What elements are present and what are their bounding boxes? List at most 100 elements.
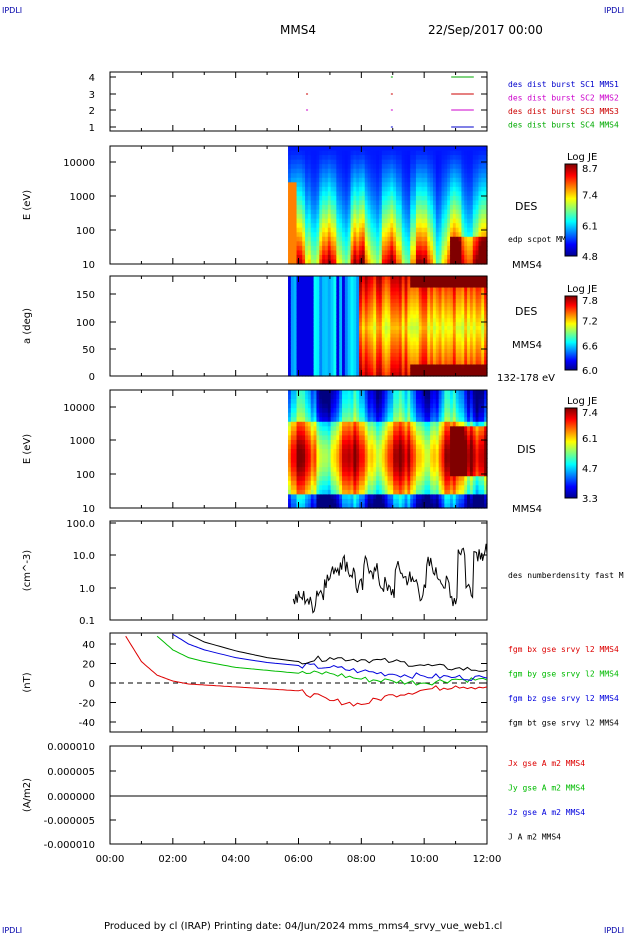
spectrogram-cell — [410, 503, 414, 509]
spectrogram-cell — [373, 214, 377, 220]
spectrogram-cell — [478, 245, 482, 251]
panel-label: DES — [515, 200, 537, 213]
spectrogram-cell — [421, 164, 426, 170]
spectrogram-cell — [302, 498, 306, 505]
spectrogram-cell — [316, 177, 320, 183]
spectrogram-cell — [378, 200, 383, 206]
spectrogram-cell — [356, 408, 360, 414]
spectrogram-cell — [370, 333, 374, 339]
spectrogram-cell — [404, 276, 409, 281]
spectrogram-cell — [367, 306, 372, 312]
spectrogram-cell — [293, 254, 298, 261]
spectrogram-cell — [407, 349, 411, 354]
spectrogram-cell — [424, 345, 428, 350]
spectrogram-cell — [296, 485, 300, 491]
spectrogram-cell — [398, 360, 403, 366]
spectrogram-cell — [401, 458, 406, 464]
spectrogram-cell — [407, 223, 411, 229]
spectrogram-cell — [464, 322, 468, 327]
spectrogram-cell — [415, 236, 420, 242]
spectrogram-cell — [327, 283, 332, 289]
spectrogram-cell — [336, 146, 340, 152]
spectrogram-cell — [307, 214, 312, 220]
spectrogram-cell — [336, 168, 340, 174]
spectrogram-cell — [393, 146, 397, 152]
spectrogram-cell — [390, 467, 394, 473]
spectrogram-cell — [469, 276, 474, 281]
spectrogram-cell — [484, 287, 488, 292]
spectrogram-cell — [472, 356, 477, 362]
spectrogram-cell — [384, 232, 389, 238]
spectrogram-cell — [469, 250, 474, 256]
spectrogram-cell — [387, 349, 391, 354]
spectrogram-cell — [435, 150, 440, 156]
spectrogram-cell — [350, 259, 355, 265]
spectrogram-cell — [296, 345, 300, 350]
spectrogram-cell — [299, 302, 303, 308]
spectrogram-cell — [418, 236, 423, 242]
spectrogram-cell — [302, 150, 306, 156]
spectrogram-cell — [336, 326, 340, 331]
spectrogram-cell — [387, 372, 391, 377]
spectrogram-cell — [324, 403, 329, 409]
spectrogram-cell — [322, 476, 326, 482]
spectrogram-cell — [302, 241, 306, 247]
spectrogram-cell — [467, 349, 471, 354]
spectrogram-cell — [407, 236, 411, 242]
spectrogram-cell — [396, 439, 400, 446]
spectrogram-cell — [364, 232, 369, 238]
colorbar-title: Log JE — [567, 152, 597, 163]
spectrogram-cell — [313, 399, 318, 405]
spectrogram-cell — [299, 372, 303, 377]
spectrogram-cell — [364, 259, 369, 265]
panel-bottom-label: MMS4 — [512, 260, 542, 271]
spectrogram-cell — [461, 232, 465, 238]
spectrogram-cell — [330, 498, 335, 505]
spectrogram-cell — [381, 259, 386, 265]
spectrogram-cell — [384, 326, 389, 331]
spectrogram-cell — [407, 394, 411, 400]
spectrogram-cell — [319, 368, 323, 373]
spectrogram-cell — [322, 146, 326, 152]
spectrogram-cell — [364, 368, 369, 373]
spectrogram-cell — [404, 421, 409, 427]
spectrogram-cell — [390, 390, 394, 396]
spectrogram-cell — [401, 150, 406, 156]
spectrogram-cell — [367, 399, 372, 405]
spectrogram-cell — [484, 341, 488, 346]
spectrogram-cell — [333, 349, 337, 354]
spectrogram-cell — [469, 164, 474, 170]
spectrogram-cell — [333, 302, 337, 308]
spectrogram-cell — [415, 283, 420, 289]
spectrogram-cell — [427, 349, 431, 354]
spectrogram-cell — [342, 279, 346, 285]
spectrogram-cell — [347, 306, 352, 312]
spectrogram-cell — [361, 195, 366, 202]
spectrogram-cell — [415, 368, 420, 373]
spectrogram-cell — [310, 200, 315, 206]
spectrogram-cell — [288, 200, 292, 206]
spectrogram-cell — [296, 426, 300, 432]
spectrogram-cell — [415, 449, 420, 455]
spectrogram-cell — [410, 150, 414, 156]
spectrogram-cell — [319, 314, 323, 319]
spectrogram-cell — [302, 291, 306, 296]
spectrogram-cell — [438, 218, 443, 224]
spectrogram-cell — [344, 399, 349, 405]
spectrogram-cell — [396, 200, 400, 206]
spectrogram-cell — [413, 399, 417, 405]
spectrogram-cell — [384, 368, 389, 373]
spectrogram-cell — [415, 218, 420, 224]
spectrogram-cell — [421, 322, 426, 327]
spectrogram-cell — [361, 421, 366, 427]
spectrogram-cell — [299, 173, 303, 179]
spectrogram-cell — [467, 352, 471, 358]
spectrogram-cell — [333, 426, 337, 432]
spectrogram-cell — [350, 417, 355, 423]
spectrogram-cell — [381, 329, 386, 335]
spectrogram-cell — [288, 227, 292, 233]
spectrogram-cell — [407, 168, 411, 174]
spectrogram-cell — [350, 250, 355, 256]
spectrogram-cell — [327, 368, 332, 373]
spectrogram-cell — [313, 173, 318, 179]
